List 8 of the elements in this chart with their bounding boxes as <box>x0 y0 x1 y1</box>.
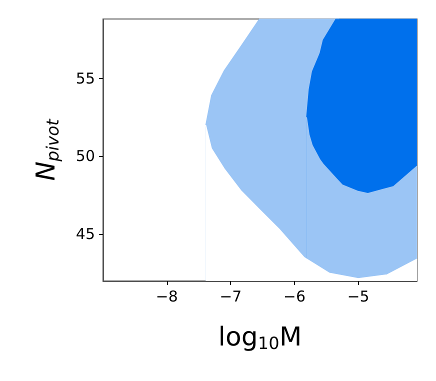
x-tick-label: −8 <box>156 288 178 306</box>
y-tick-label: 45 <box>76 225 95 244</box>
x-tick-label: −7 <box>220 288 242 306</box>
y-axis-title: Npivot <box>32 118 62 181</box>
x-tick-label: −6 <box>283 288 306 306</box>
y-tick-label: 55 <box>76 69 95 88</box>
x-tick-label: −5 <box>347 288 370 306</box>
y-tick-label: 50 <box>76 147 95 166</box>
